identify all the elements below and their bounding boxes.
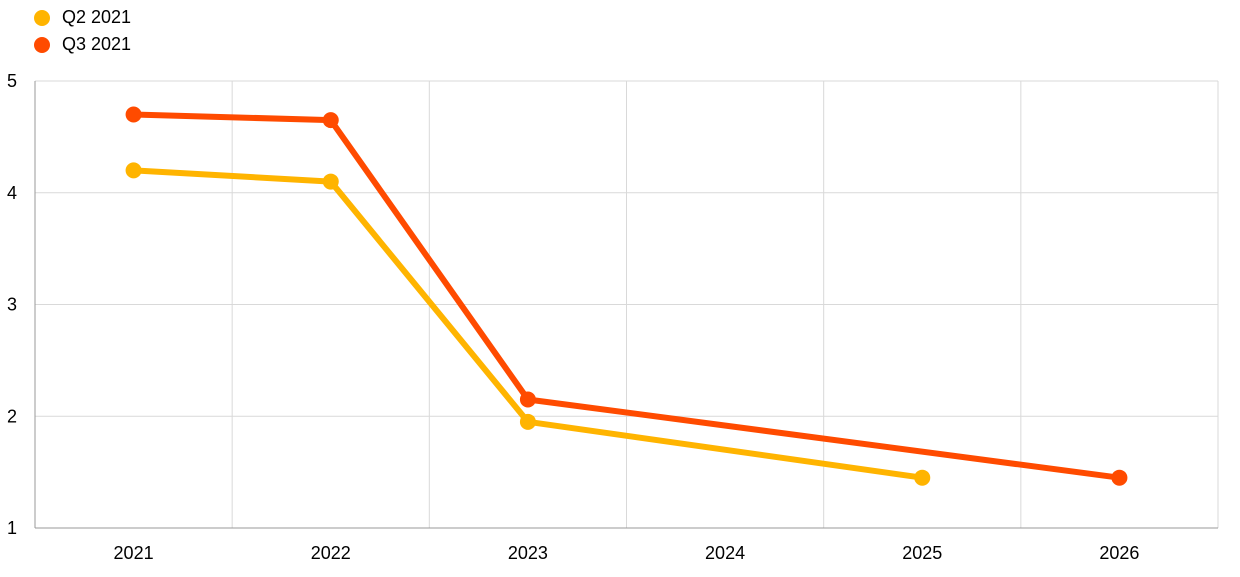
legend-marker-q2 [34,9,50,26]
data-point-series-1 [519,413,536,430]
data-point-series-2 [519,391,536,408]
y-tick-label: 1 [7,518,17,538]
legend-marker-q3 [34,36,50,53]
x-tick-label: 2026 [1099,543,1139,563]
legend-label-q2: Q2 2021 [62,7,132,27]
data-point-series-1 [125,162,142,179]
legend-item-q3-2021: Q3 2021 [34,31,131,58]
legend: Q2 2021 Q3 2021 [34,4,131,58]
legend-label-q3: Q3 2021 [62,34,132,54]
y-tick-label: 4 [7,183,17,203]
series-line-1 [133,167,923,481]
x-tick-label: 2025 [902,543,942,563]
x-tick-label: 2023 [508,543,548,563]
y-tick-label: 3 [7,295,17,315]
series-line-2 [133,111,1120,481]
legend-item-q2-2021: Q2 2021 [34,4,131,31]
y-tick-label: 2 [7,406,17,426]
x-tick-label: 2021 [114,543,154,563]
data-point-series-2 [322,112,339,129]
data-point-series-2 [1111,469,1128,486]
data-point-series-1 [322,173,339,190]
data-point-series-2 [125,106,142,123]
x-tick-label: 2022 [311,543,351,563]
x-tick-label: 2024 [705,543,745,563]
data-point-series-1 [914,469,931,486]
y-tick-label: 5 [7,71,17,91]
